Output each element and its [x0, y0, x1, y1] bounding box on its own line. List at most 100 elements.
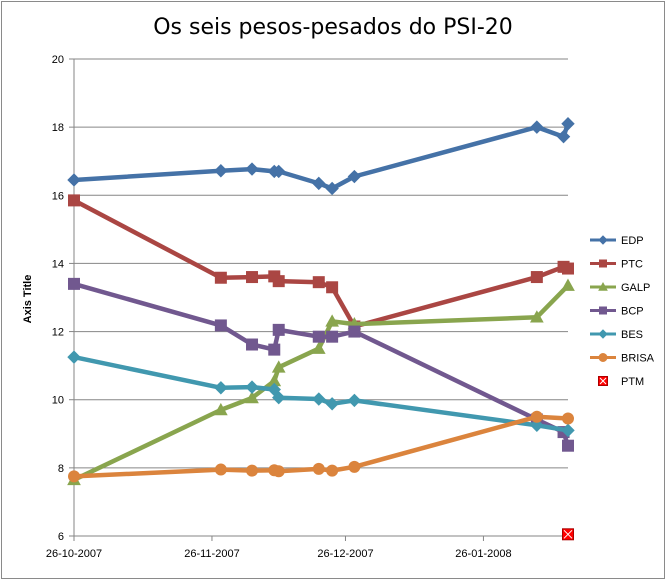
data-point: [325, 181, 339, 196]
data-point: [598, 353, 608, 362]
data-point: [326, 281, 339, 294]
legend-item-ptm: PTM: [598, 376, 644, 388]
x-tick-label: 26-12-2007: [317, 548, 373, 560]
series-line-bes: [71, 354, 571, 433]
series-edp: [67, 117, 575, 196]
axes: 6 8 10 12 14 16 18 20 26-10-2007 26-11-2007 26-12-…: [46, 54, 568, 560]
legend-item-bes: BES: [590, 329, 643, 341]
data-point: [214, 463, 227, 476]
legend-label: BCP: [621, 306, 644, 318]
data-point: [312, 176, 326, 191]
x-tick-label: 26-10-2007: [46, 548, 102, 560]
legend-label: EDP: [621, 235, 644, 247]
data-point: [272, 164, 286, 179]
data-point: [245, 380, 259, 394]
series-ptm: [562, 528, 574, 541]
data-point: [272, 390, 286, 405]
data-point: [67, 173, 81, 187]
data-point: [245, 162, 259, 176]
data-point: [562, 262, 574, 275]
data-point: [246, 271, 259, 284]
data-point: [347, 393, 362, 408]
data-point: [246, 338, 259, 351]
data-point: [598, 235, 608, 245]
data-point: [214, 381, 228, 395]
data-point: [68, 194, 80, 207]
data-point: [325, 397, 339, 411]
data-point: [562, 439, 574, 452]
data-point: [556, 129, 571, 144]
data-point: [530, 120, 544, 134]
legend-label: PTM: [621, 376, 644, 388]
legend-item-ptc: PTC: [590, 259, 643, 271]
data-point: [272, 465, 285, 478]
data-point: [599, 306, 607, 315]
legend: EDP PTC GALP BCP BES BRISA PTM: [590, 235, 655, 388]
data-point: [271, 360, 286, 373]
data-point: [268, 343, 281, 356]
data-point: [312, 392, 326, 406]
data-point: [348, 325, 361, 338]
series-line-galp: [71, 283, 571, 483]
legend-item-brisa: BRISA: [590, 353, 655, 365]
legend-item-edp: EDP: [590, 235, 644, 247]
y-tick-label: 12: [52, 327, 64, 339]
data-point: [598, 329, 608, 339]
data-point: [214, 319, 227, 332]
y-tick-label: 10: [52, 395, 64, 407]
data-point: [598, 376, 608, 386]
y-tick-label: 20: [52, 54, 64, 66]
data-point: [529, 310, 544, 323]
data-point: [562, 528, 574, 541]
data-point: [214, 402, 228, 416]
data-point: [68, 277, 80, 290]
series-line-edp: [71, 121, 571, 191]
legend-item-galp: GALP: [590, 281, 650, 294]
x-tick-label: 26-01-2008: [455, 548, 511, 560]
data-point: [530, 271, 543, 284]
data-point: [272, 275, 285, 288]
y-tick-label: 18: [52, 122, 64, 134]
y-tick-label: 14: [52, 258, 64, 270]
x-tick-label: 26-11-2007: [184, 548, 239, 560]
series-layer: [67, 117, 575, 541]
data-point: [599, 259, 607, 268]
legend-item-bcp: BCP: [590, 306, 644, 318]
data-point: [561, 423, 575, 438]
data-point: [245, 390, 259, 404]
data-point-cross: [599, 377, 607, 385]
data-point: [347, 169, 362, 184]
data-point: [561, 117, 575, 131]
data-point: [68, 470, 80, 483]
series-galp: [67, 278, 575, 486]
chart-title: Os seis pesos-pesados do PSI-20: [153, 15, 513, 40]
data-point: [530, 410, 543, 423]
data-point: [272, 323, 285, 336]
series-line-brisa: [71, 414, 571, 479]
series-brisa: [68, 410, 574, 483]
data-point: [312, 330, 325, 343]
data-point: [530, 418, 544, 432]
data-point: [67, 350, 81, 364]
data-point: [598, 281, 608, 291]
data-point: [214, 164, 228, 178]
legend-label: BES: [621, 329, 643, 341]
legend-label: PTC: [621, 259, 643, 271]
data-point: [312, 276, 325, 289]
y-axis-title: Axis Title: [22, 275, 34, 324]
gridlines: [74, 58, 568, 469]
data-point: [561, 278, 575, 291]
data-point: [326, 330, 339, 343]
data-point: [348, 460, 361, 473]
legend-label: GALP: [621, 282, 650, 294]
data-point: [312, 462, 325, 475]
data-point: [325, 314, 339, 327]
data-point: [326, 464, 339, 477]
y-tick-label: 8: [58, 463, 64, 475]
data-point: [246, 464, 259, 477]
data-point: [562, 412, 574, 425]
data-point-cross: [563, 529, 573, 539]
series-bes: [67, 350, 575, 438]
y-tick-label: 16: [52, 190, 64, 202]
